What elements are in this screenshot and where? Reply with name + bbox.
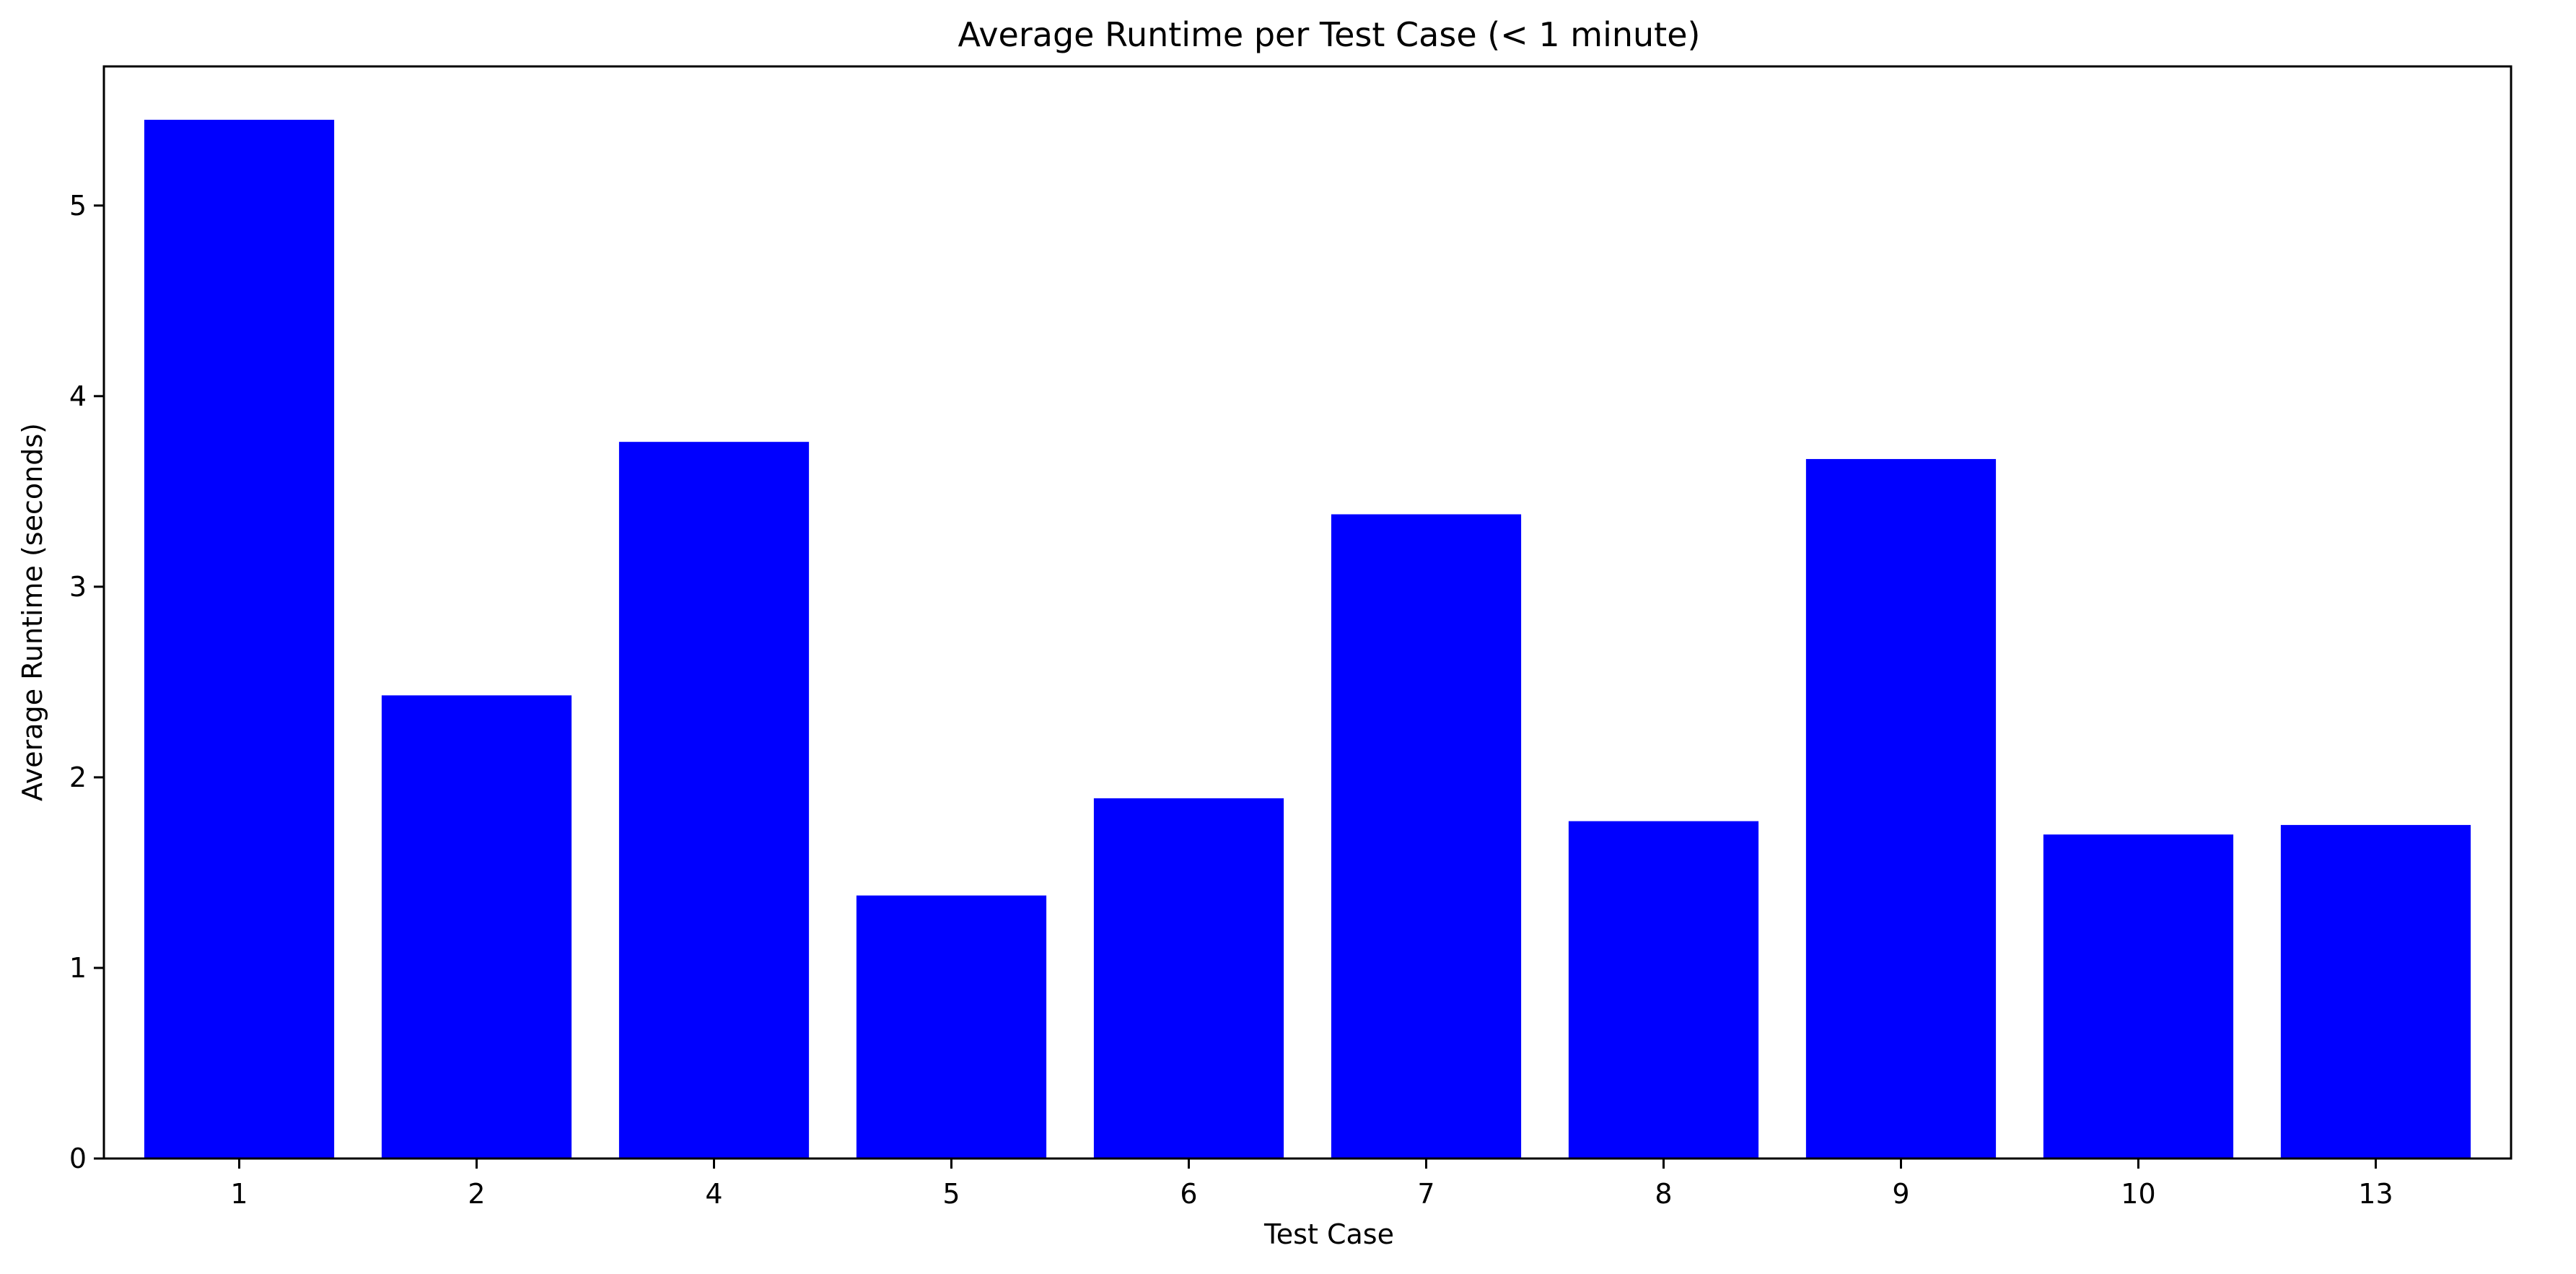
y-tick-label: 4 (69, 380, 87, 412)
bar-5 (856, 895, 1047, 1159)
y-tick-label: 0 (69, 1143, 87, 1174)
y-axis-label: Average Runtime (seconds) (17, 423, 48, 801)
bar-6 (1093, 798, 1284, 1159)
y-tick-label: 3 (69, 571, 87, 603)
bar-2 (381, 695, 572, 1159)
x-tick-label: 2 (468, 1178, 485, 1210)
x-axis-label: Test Case (1263, 1218, 1394, 1250)
plot-frame (102, 65, 2513, 1160)
x-tick-label: 5 (942, 1178, 960, 1210)
bar-1 (144, 119, 335, 1159)
x-tick-label: 4 (705, 1178, 722, 1210)
x-tick-label: 7 (1417, 1178, 1434, 1210)
bar-13 (2280, 824, 2471, 1159)
y-tick-label: 2 (69, 762, 87, 793)
y-tick-label: 5 (69, 190, 87, 222)
x-tick-label: 8 (1655, 1178, 1672, 1210)
bar-7 (1331, 514, 1522, 1159)
y-tick-label: 1 (69, 952, 87, 984)
bar-4 (618, 442, 810, 1159)
x-tick-label: 6 (1180, 1178, 1197, 1210)
y-axis: 0 1 2 3 4 5 (69, 190, 104, 1174)
x-tick-label: 13 (2358, 1178, 2393, 1210)
x-tick-label: 9 (1892, 1178, 1909, 1210)
bar-10 (2043, 834, 2234, 1159)
bar-8 (1568, 821, 1759, 1159)
chart-title: Average Runtime per Test Case (< 1 minut… (958, 15, 1701, 54)
x-axis: 1 2 4 5 6 7 8 9 10 13 (230, 1159, 2393, 1210)
x-tick-label: 10 (2121, 1178, 2155, 1210)
bars-group (144, 119, 2471, 1159)
x-tick-label: 1 (230, 1178, 247, 1210)
bar-9 (1805, 458, 1997, 1159)
